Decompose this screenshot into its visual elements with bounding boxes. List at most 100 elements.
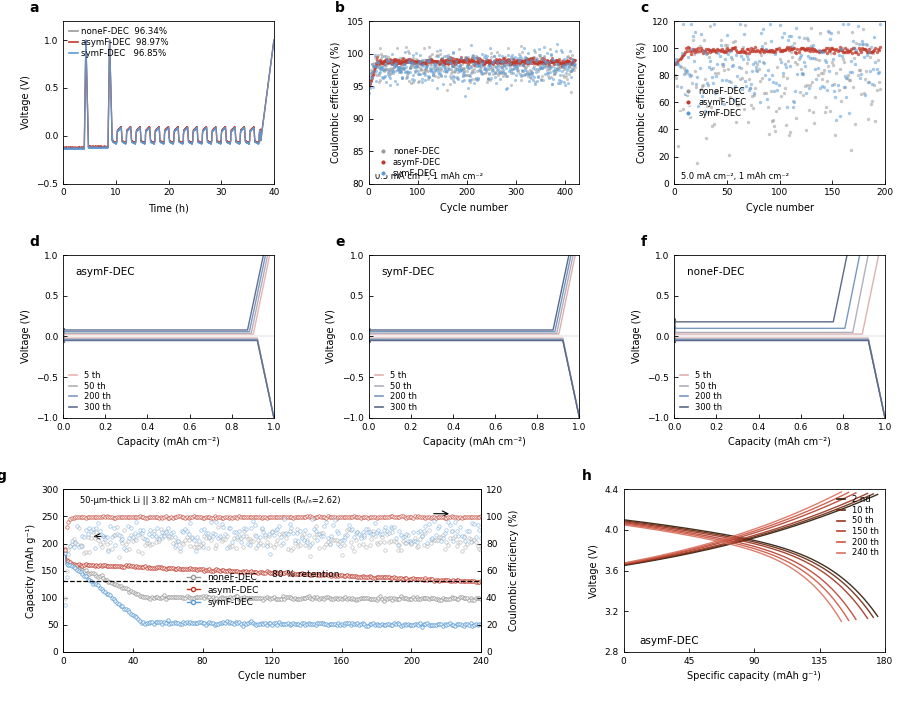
Point — [801, 82, 815, 93]
Point — [403, 78, 418, 89]
Point — [374, 62, 389, 73]
Point — [695, 95, 709, 107]
Point — [399, 73, 413, 84]
Point — [412, 57, 427, 68]
Point — [491, 69, 505, 81]
X-axis label: Cycle number: Cycle number — [238, 672, 306, 681]
Point — [469, 53, 483, 64]
Point — [482, 59, 496, 70]
Point — [821, 27, 835, 38]
Point — [453, 53, 467, 64]
Point — [684, 43, 698, 54]
Point — [738, 81, 752, 92]
Point — [566, 55, 581, 66]
Point — [453, 62, 467, 74]
Point — [417, 55, 431, 66]
Point — [410, 55, 425, 67]
Point — [456, 55, 470, 66]
Point — [363, 71, 377, 82]
X-axis label: Cycle number: Cycle number — [439, 203, 508, 213]
Point — [763, 36, 778, 47]
Point — [503, 58, 518, 69]
Point — [549, 54, 564, 65]
Point — [489, 56, 503, 67]
Point — [479, 56, 493, 67]
Point — [473, 53, 487, 64]
Point — [471, 72, 485, 83]
Point — [759, 93, 773, 104]
Point — [545, 57, 559, 69]
Point — [400, 57, 414, 68]
Point — [514, 65, 529, 76]
Point — [545, 79, 559, 90]
Point — [475, 59, 490, 70]
Point — [454, 55, 468, 66]
Point — [363, 77, 377, 88]
Point — [741, 84, 756, 95]
Point — [490, 64, 504, 76]
Point — [747, 41, 761, 53]
Point — [379, 53, 393, 64]
Point — [470, 53, 484, 64]
Point — [467, 73, 482, 84]
Point — [401, 53, 416, 64]
Point — [387, 65, 401, 76]
Point — [374, 56, 389, 67]
Point — [382, 70, 396, 81]
Point — [370, 60, 384, 71]
Point — [440, 64, 455, 75]
Point — [532, 56, 547, 67]
Point — [565, 55, 579, 67]
Point — [667, 59, 682, 70]
Point — [487, 55, 502, 67]
Point — [430, 57, 445, 68]
Point — [428, 61, 443, 72]
Point — [531, 49, 546, 60]
Point — [728, 45, 742, 56]
Text: d: d — [30, 235, 40, 249]
Point — [375, 57, 390, 69]
Point — [463, 74, 477, 86]
Point — [702, 20, 716, 32]
Point — [832, 110, 846, 121]
Point — [402, 57, 417, 68]
Point — [406, 53, 420, 64]
Point — [566, 58, 580, 69]
Point — [850, 21, 864, 32]
Point — [399, 62, 413, 73]
Point — [774, 46, 788, 57]
X-axis label: Cycle number: Cycle number — [745, 203, 813, 213]
Point — [668, 57, 683, 69]
Point — [744, 66, 759, 77]
Point — [796, 60, 811, 72]
Point — [489, 55, 503, 66]
Point — [742, 45, 757, 56]
Point — [382, 56, 396, 67]
Point — [842, 45, 857, 56]
Point — [501, 55, 515, 66]
Point — [498, 56, 512, 67]
Point — [422, 41, 437, 53]
Point — [490, 64, 504, 75]
Point — [738, 47, 752, 58]
Point — [548, 54, 563, 65]
Point — [386, 60, 400, 71]
Point — [818, 102, 833, 113]
Point — [413, 57, 428, 68]
Point — [494, 56, 509, 67]
Point — [557, 62, 571, 74]
Point — [700, 80, 714, 91]
Point — [750, 59, 764, 70]
Point — [549, 55, 564, 67]
Point — [517, 52, 531, 63]
Point — [750, 44, 764, 55]
Point — [514, 47, 529, 58]
Point — [787, 85, 802, 96]
Point — [396, 55, 410, 66]
Point — [427, 66, 441, 77]
Point — [486, 55, 501, 67]
Point — [724, 42, 739, 53]
Point — [424, 54, 438, 65]
Point — [823, 27, 837, 39]
Point — [553, 59, 567, 70]
